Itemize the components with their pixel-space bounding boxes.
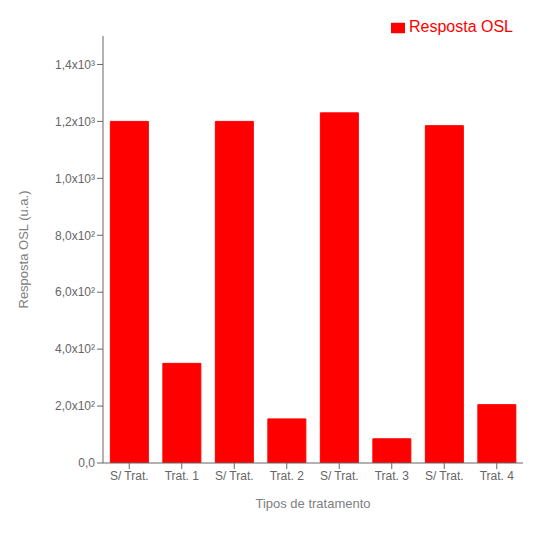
svg-text:1,2x10³: 1,2x10³ [55, 115, 95, 129]
svg-text:S/ Trat.: S/ Trat. [320, 469, 359, 483]
svg-text:Resposta OSL (u.a.): Resposta OSL (u.a.) [16, 190, 31, 308]
svg-text:4,0x10²: 4,0x10² [55, 342, 95, 356]
svg-text:6,0x10²: 6,0x10² [55, 285, 95, 299]
svg-text:1,4x10³: 1,4x10³ [55, 58, 95, 72]
svg-text:0,0: 0,0 [78, 456, 95, 470]
svg-text:Trat. 2: Trat. 2 [270, 469, 305, 483]
svg-text:Trat. 3: Trat. 3 [375, 469, 410, 483]
svg-text:8,0x10²: 8,0x10² [55, 229, 95, 243]
svg-text:Tipos de tratamento: Tipos de tratamento [255, 496, 370, 511]
svg-text:1,0x10³: 1,0x10³ [55, 172, 95, 186]
svg-text:2,0x10²: 2,0x10² [55, 399, 95, 413]
html-text:Resposta OSL: Resposta OSL [408, 18, 513, 35]
svg-text:Trat. 4: Trat. 4 [480, 469, 515, 483]
svg-text:S/ Trat.: S/ Trat. [215, 469, 254, 483]
svg-text:Trat. 1: Trat. 1 [165, 469, 200, 483]
svg-text:S/ Trat.: S/ Trat. [425, 469, 464, 483]
svg-text:S/ Trat.: S/ Trat. [110, 469, 149, 483]
